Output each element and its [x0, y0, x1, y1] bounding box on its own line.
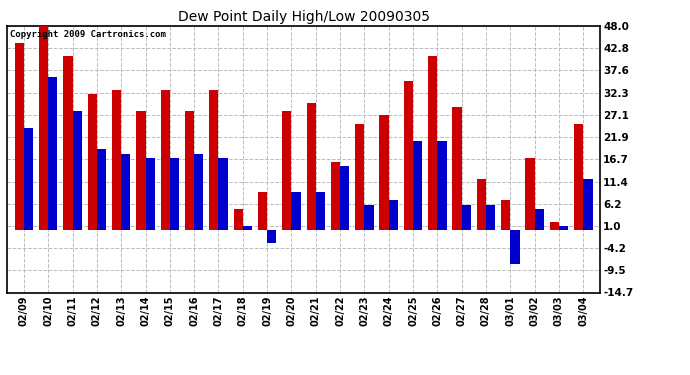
Bar — [331, 162, 340, 230]
Bar — [428, 56, 437, 230]
Bar — [511, 230, 520, 264]
Bar — [364, 205, 374, 230]
Bar — [413, 141, 422, 230]
Bar — [306, 103, 316, 230]
Bar — [137, 111, 146, 230]
Bar — [14, 43, 24, 230]
Bar — [170, 158, 179, 230]
Bar — [233, 209, 243, 230]
Bar — [88, 94, 97, 230]
Bar — [97, 149, 106, 230]
Bar — [63, 56, 72, 230]
Bar — [258, 192, 267, 230]
Bar — [24, 128, 33, 230]
Bar — [559, 226, 568, 230]
Bar — [161, 90, 170, 230]
Title: Dew Point Daily High/Low 20090305: Dew Point Daily High/Low 20090305 — [177, 10, 430, 24]
Bar — [316, 192, 325, 230]
Bar — [486, 205, 495, 230]
Bar — [48, 77, 57, 230]
Bar — [388, 200, 398, 230]
Bar — [219, 158, 228, 230]
Bar — [112, 90, 121, 230]
Bar — [267, 230, 277, 243]
Bar — [404, 81, 413, 230]
Bar — [194, 154, 204, 230]
Bar — [72, 111, 82, 230]
Bar — [380, 116, 388, 230]
Bar — [583, 179, 593, 230]
Bar — [282, 111, 291, 230]
Bar — [453, 107, 462, 230]
Text: Copyright 2009 Cartronics.com: Copyright 2009 Cartronics.com — [10, 30, 166, 39]
Bar — [501, 200, 511, 230]
Bar — [243, 226, 252, 230]
Bar — [535, 209, 544, 230]
Bar — [185, 111, 194, 230]
Bar — [121, 154, 130, 230]
Bar — [437, 141, 446, 230]
Bar — [574, 124, 583, 230]
Bar — [340, 166, 349, 230]
Bar — [525, 158, 535, 230]
Bar — [291, 192, 301, 230]
Bar — [550, 222, 559, 230]
Bar — [39, 26, 48, 230]
Bar — [209, 90, 219, 230]
Bar — [477, 179, 486, 230]
Bar — [462, 205, 471, 230]
Bar — [146, 158, 155, 230]
Bar — [355, 124, 364, 230]
